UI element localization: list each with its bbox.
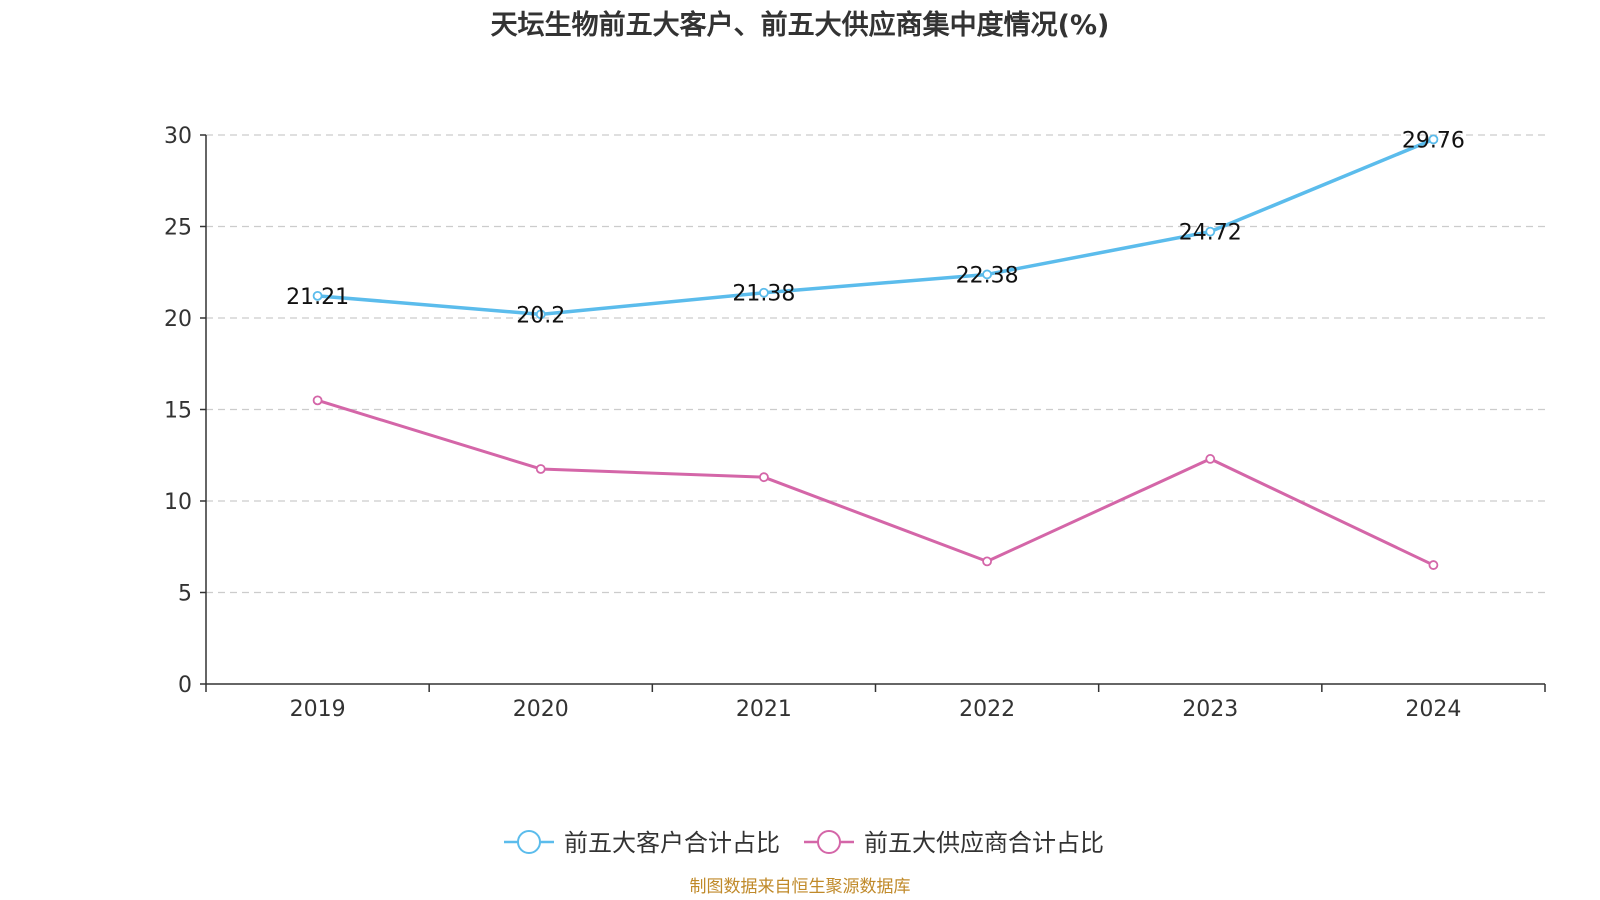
data-label-0-2022: 22.38 [956, 263, 1019, 288]
x-tick-label-2022: 2022 [959, 697, 1015, 722]
series-0-point-2021 [759, 287, 769, 298]
x-tick-label-2020: 2020 [513, 697, 569, 722]
source-label: 制图数据来自恒生聚源数据库 [690, 877, 911, 897]
series-line-0 [315, 137, 1436, 317]
data-labels: 21.21 20.2 21.38 22.38 24.72 29.76 [286, 128, 1465, 328]
series-0-point-2019 [312, 290, 323, 301]
series-1-point-2021 [759, 472, 769, 483]
legend-item-1[interactable]: 前五大供应商合计占比 [804, 829, 1104, 857]
x-tick-label-2024: 2024 [1405, 697, 1461, 722]
y-tick-label: 30 [164, 124, 192, 149]
legend-label-0: 前五大客户合计占比 [564, 829, 780, 857]
data-label-0-2020: 20.2 [516, 303, 565, 328]
data-label-0-2024: 29.76 [1402, 128, 1465, 153]
legend-marker-icon [517, 830, 541, 854]
y-tick-label: 15 [164, 399, 192, 424]
series-0-point-2023 [1205, 226, 1216, 237]
legend[interactable]: 前五大客户合计占比 前五大供应商合计占比 [504, 829, 1104, 857]
y-tick-label: 0 [178, 673, 192, 698]
series-0-point-2024 [1428, 134, 1439, 145]
series-1-point-2024 [1428, 560, 1439, 570]
series-line-1 [316, 398, 1435, 567]
data-label-0-2019: 21.21 [286, 285, 349, 310]
y-tick-label: 5 [178, 582, 192, 607]
axes: 0 5 10 15 20 25 30 2019 2020 2021 2022 2023 2024 [164, 124, 1546, 722]
x-tick-label-2019: 2019 [290, 697, 346, 722]
x-tick-label-2023: 2023 [1182, 697, 1238, 722]
series-1-point-2022 [982, 556, 992, 567]
legend-marker-icon [817, 830, 841, 854]
y-tick-label: 25 [164, 216, 192, 241]
legend-label-1: 前五大供应商合计占比 [864, 829, 1104, 857]
series-0-point-2022 [982, 269, 992, 280]
y-tick-label: 20 [164, 307, 192, 332]
data-label-0-2021: 21.38 [732, 282, 795, 307]
x-tick-label-2021: 2021 [736, 697, 792, 722]
series-layer [312, 134, 1439, 570]
series-1-point-2019 [312, 395, 323, 406]
series-0-point-2020 [535, 309, 546, 320]
series-1-point-2023 [1205, 454, 1216, 464]
chart-title: 天坛生物前五大客户、前五大供应商集中度情况(%) [491, 9, 1110, 41]
data-label-0-2023: 24.72 [1179, 221, 1242, 246]
legend-item-0[interactable]: 前五大客户合计占比 [504, 829, 780, 857]
series-1-point-2020 [535, 464, 546, 474]
y-tick-label: 10 [164, 490, 192, 515]
